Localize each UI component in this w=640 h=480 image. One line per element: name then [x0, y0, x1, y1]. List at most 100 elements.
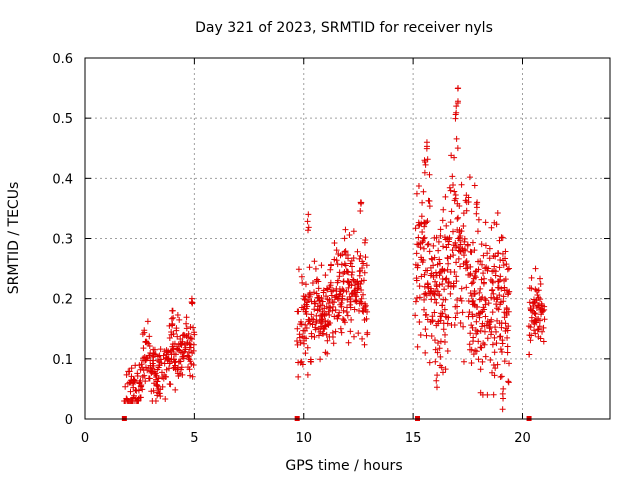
- data-point: [453, 103, 460, 110]
- data-point: [303, 324, 310, 331]
- data-point: [477, 309, 484, 316]
- data-point: [364, 308, 371, 315]
- data-point: [476, 289, 483, 296]
- data-point: [297, 339, 304, 346]
- data-point: [482, 219, 489, 226]
- data-point: [416, 294, 423, 301]
- data-point: [295, 373, 302, 380]
- data-point: [439, 217, 446, 224]
- data-point: [442, 331, 449, 338]
- data-point: [349, 269, 356, 276]
- data-point: [190, 341, 197, 348]
- data-point: [359, 335, 366, 342]
- data-point: [313, 290, 320, 297]
- data-point: [498, 348, 505, 355]
- data-point: [460, 358, 467, 365]
- data-point: [327, 266, 334, 273]
- data-point: [502, 320, 509, 327]
- data-point: [503, 312, 510, 319]
- data-point: [445, 314, 452, 321]
- data-point: [469, 324, 476, 331]
- data-point: [311, 289, 318, 296]
- data-point: [312, 265, 319, 272]
- data-point: [527, 324, 534, 331]
- data-point: [452, 314, 459, 321]
- data-point: [326, 312, 333, 319]
- data-point: [362, 237, 369, 244]
- data-point: [414, 295, 421, 302]
- data-point: [172, 351, 179, 358]
- data-point: [534, 291, 541, 298]
- data-point: [444, 347, 451, 354]
- data-point: [421, 271, 428, 278]
- data-point: [444, 320, 451, 327]
- data-point: [157, 393, 164, 400]
- data-point: [422, 158, 429, 165]
- data-point: [422, 312, 429, 319]
- x-tick-label: 5: [190, 431, 198, 446]
- data-point: [176, 316, 183, 323]
- data-point: [358, 199, 365, 206]
- data-point: [493, 340, 500, 347]
- data-point: [456, 203, 463, 210]
- data-point: [482, 297, 489, 304]
- data-point: [413, 277, 420, 284]
- data-point: [499, 340, 506, 347]
- chart-title: Day 321 of 2023, SRMTID for receiver nyl…: [195, 20, 493, 36]
- data-point: [499, 234, 506, 241]
- data-point: [312, 300, 319, 307]
- data-point: [336, 309, 343, 316]
- data-point: [333, 257, 340, 264]
- data-point: [541, 316, 548, 323]
- data-point: [188, 335, 195, 342]
- data-point: [437, 317, 444, 324]
- data-point: [141, 329, 148, 336]
- data-point: [441, 267, 448, 274]
- data-point: [313, 312, 320, 319]
- data-point: [531, 309, 538, 316]
- data-point: [442, 296, 449, 303]
- data-point: [502, 255, 509, 262]
- data-point: [478, 344, 485, 351]
- data-point: [364, 329, 371, 336]
- data-point: [424, 267, 431, 274]
- data-point: [299, 361, 306, 368]
- y-tick-label: 0.3: [52, 233, 73, 248]
- data-point: [492, 268, 499, 275]
- data-point: [493, 221, 500, 228]
- data-point: [439, 302, 446, 309]
- data-point: [477, 327, 484, 334]
- data-point: [343, 288, 350, 295]
- data-point: [540, 338, 547, 345]
- data-point: [482, 313, 489, 320]
- data-point: [430, 262, 437, 269]
- data-point: [457, 319, 464, 326]
- data-point: [324, 337, 331, 344]
- data-point: [541, 306, 548, 313]
- data-point: [167, 381, 174, 388]
- data-point: [497, 374, 504, 381]
- data-point: [441, 306, 448, 313]
- data-point: [458, 228, 465, 235]
- data-point: [426, 198, 433, 205]
- data-point: [432, 346, 439, 353]
- data-point: [344, 312, 351, 319]
- data-point: [532, 286, 539, 293]
- data-point: [313, 318, 320, 325]
- data-point: [535, 287, 542, 294]
- data-point: [426, 171, 433, 178]
- data-point: [451, 321, 458, 328]
- data-point: [319, 302, 326, 309]
- data-point: [173, 325, 180, 332]
- data-point: [473, 318, 480, 325]
- data-point: [436, 270, 443, 277]
- y-axis-title: SRMTID / TECUs: [6, 182, 22, 295]
- data-point: [328, 292, 335, 299]
- data-point: [306, 264, 313, 271]
- data-point: [347, 304, 354, 311]
- data-point: [432, 269, 439, 276]
- data-point: [472, 274, 479, 281]
- data-point: [420, 235, 427, 242]
- data-point: [422, 326, 429, 333]
- data-point: [421, 306, 428, 313]
